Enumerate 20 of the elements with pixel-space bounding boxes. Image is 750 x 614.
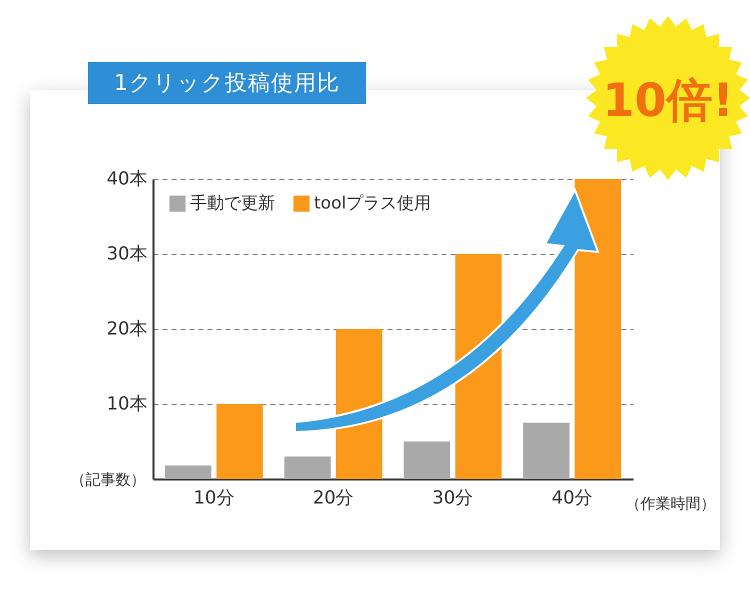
bar: [164, 466, 212, 479]
bar: [574, 179, 622, 479]
bar: [284, 456, 331, 479]
y-tick-label: 30本: [106, 244, 148, 264]
bar: [216, 404, 263, 479]
x-axis-title: （作業時間）: [626, 494, 716, 512]
text: 10倍!: [602, 73, 734, 127]
x-tick-label: 30分: [432, 488, 474, 508]
x-tick-label: 10分: [193, 488, 234, 508]
legend-label: 手動で更新: [190, 194, 275, 214]
bar: [404, 442, 450, 479]
x-tick-label: 40分: [552, 488, 593, 508]
x-tick-label: 20分: [312, 488, 354, 508]
y-tick-label: 20本: [106, 318, 148, 340]
legend-label: toolプラス使用: [314, 194, 432, 214]
y-tick-label: 40本: [106, 168, 148, 190]
bar: [523, 422, 570, 479]
y-axis-title: （記事数）: [70, 470, 146, 488]
y-tick-label: 10本: [106, 394, 148, 414]
chart-title: 1クリック投稿使用比: [88, 62, 366, 104]
